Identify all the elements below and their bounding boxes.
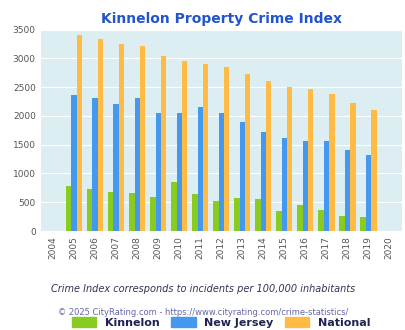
Text: Crime Index corresponds to incidents per 100,000 inhabitants: Crime Index corresponds to incidents per…	[51, 284, 354, 294]
Bar	[338, 216, 344, 231]
Legend: Kinnelon, New Jersey, National: Kinnelon, New Jersey, National	[67, 313, 374, 330]
Bar	[192, 194, 197, 231]
Bar	[364, 155, 370, 231]
Bar	[213, 201, 218, 231]
Bar	[98, 40, 103, 231]
Bar	[359, 216, 364, 231]
Bar	[323, 141, 328, 231]
Bar	[318, 210, 323, 231]
Bar	[260, 132, 265, 231]
Bar	[307, 89, 313, 231]
Bar	[302, 141, 307, 231]
Bar	[160, 56, 166, 231]
Bar	[234, 198, 239, 231]
Bar	[296, 205, 302, 231]
Bar	[140, 47, 145, 231]
Bar	[129, 193, 134, 231]
Bar	[254, 199, 260, 231]
Bar	[349, 103, 355, 231]
Bar	[218, 113, 224, 231]
Bar	[286, 87, 292, 231]
Bar	[66, 186, 71, 231]
Bar	[176, 113, 181, 231]
Bar	[113, 105, 119, 231]
Bar	[71, 95, 77, 231]
Bar	[108, 192, 113, 231]
Bar	[281, 138, 286, 231]
Bar	[171, 182, 176, 231]
Bar	[244, 74, 250, 231]
Title: Kinnelon Property Crime Index: Kinnelon Property Crime Index	[100, 12, 341, 26]
Bar	[155, 113, 160, 231]
Bar	[202, 64, 208, 231]
Bar	[370, 110, 375, 231]
Bar	[181, 61, 187, 231]
Bar	[224, 67, 229, 231]
Text: © 2025 CityRating.com - https://www.cityrating.com/crime-statistics/: © 2025 CityRating.com - https://www.city…	[58, 308, 347, 317]
Bar	[328, 94, 334, 231]
Bar	[92, 98, 98, 231]
Bar	[344, 150, 349, 231]
Bar	[239, 122, 244, 231]
Bar	[119, 44, 124, 231]
Bar	[197, 107, 202, 231]
Bar	[150, 197, 155, 231]
Bar	[134, 98, 140, 231]
Bar	[77, 35, 82, 231]
Bar	[275, 211, 281, 231]
Bar	[87, 189, 92, 231]
Bar	[265, 82, 271, 231]
